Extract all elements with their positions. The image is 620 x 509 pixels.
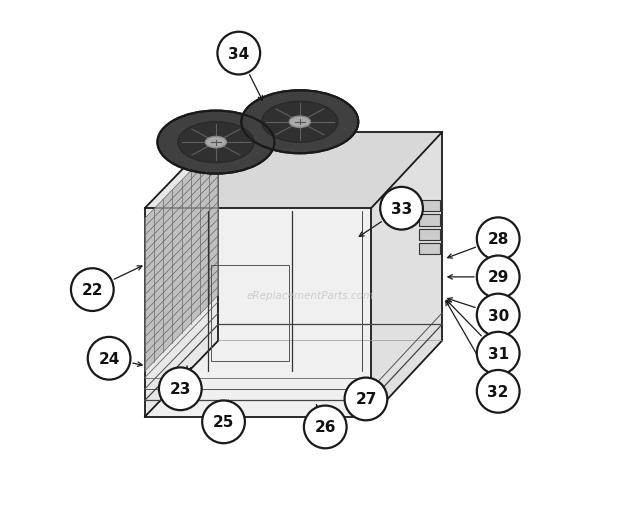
Circle shape bbox=[345, 378, 388, 420]
Polygon shape bbox=[371, 133, 442, 417]
Polygon shape bbox=[144, 209, 371, 417]
Bar bbox=[419, 215, 440, 226]
Ellipse shape bbox=[205, 137, 226, 149]
Circle shape bbox=[380, 187, 423, 230]
Circle shape bbox=[218, 33, 260, 75]
Bar bbox=[211, 265, 290, 361]
Circle shape bbox=[88, 337, 130, 380]
Text: 30: 30 bbox=[487, 308, 509, 323]
Text: 25: 25 bbox=[213, 414, 234, 430]
Text: 27: 27 bbox=[355, 392, 376, 407]
Ellipse shape bbox=[262, 102, 338, 143]
Circle shape bbox=[304, 406, 347, 448]
Circle shape bbox=[159, 367, 202, 410]
Bar bbox=[419, 229, 440, 240]
Text: 31: 31 bbox=[487, 346, 509, 361]
Circle shape bbox=[477, 218, 520, 261]
Ellipse shape bbox=[290, 117, 311, 128]
Text: 26: 26 bbox=[314, 419, 336, 435]
Text: 29: 29 bbox=[487, 270, 509, 285]
Circle shape bbox=[477, 294, 520, 337]
Circle shape bbox=[477, 370, 520, 413]
Text: eReplacementParts.com: eReplacementParts.com bbox=[246, 290, 374, 300]
Bar bbox=[419, 201, 440, 212]
Polygon shape bbox=[144, 133, 442, 209]
Polygon shape bbox=[144, 133, 218, 417]
Circle shape bbox=[71, 269, 113, 312]
Circle shape bbox=[477, 332, 520, 375]
Text: 23: 23 bbox=[170, 382, 191, 397]
Text: 22: 22 bbox=[82, 282, 103, 298]
Ellipse shape bbox=[178, 122, 254, 163]
Ellipse shape bbox=[241, 91, 358, 154]
Text: 34: 34 bbox=[228, 46, 249, 62]
Text: 28: 28 bbox=[487, 232, 509, 247]
Ellipse shape bbox=[157, 111, 275, 174]
Text: 33: 33 bbox=[391, 202, 412, 216]
Circle shape bbox=[477, 256, 520, 299]
Text: 32: 32 bbox=[487, 384, 509, 399]
Text: 24: 24 bbox=[99, 351, 120, 366]
Circle shape bbox=[202, 401, 245, 443]
Bar bbox=[419, 243, 440, 254]
Polygon shape bbox=[144, 143, 218, 372]
